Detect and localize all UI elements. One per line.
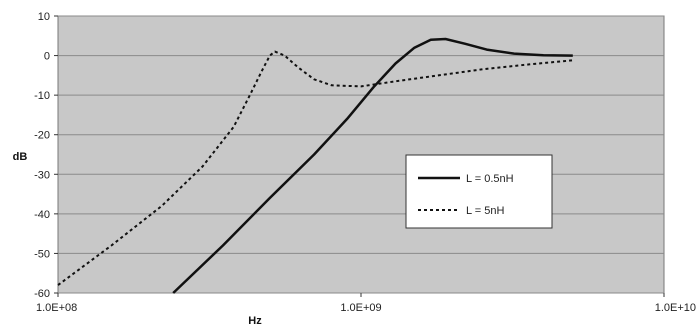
x-tick-labels: 1.0E+08 1.0E+09 1.0E+10	[36, 293, 696, 314]
y-tick-label: -10	[34, 90, 50, 102]
grid-lines	[54, 15, 664, 294]
legend-box	[405, 154, 553, 229]
series-lines	[57, 37, 573, 294]
y-tick-label: -30	[34, 169, 50, 181]
y-tick-label: -60	[34, 288, 50, 300]
y-tick-label: 0	[44, 51, 50, 63]
y-tick-label: -50	[34, 248, 50, 260]
y-tick-label: -20	[34, 130, 50, 142]
x-tick-label: 1.0E+08	[36, 302, 77, 314]
series-line-2	[57, 50, 573, 286]
x-tick-label: 1.0E+10	[655, 302, 696, 314]
y-tick-labels: 10 0 -10 -20 -30 -40 -50 -60	[34, 11, 50, 300]
x-axis-label: Hz	[248, 315, 262, 327]
y-tick-label: -40	[34, 209, 50, 221]
y-axis-label: dB	[13, 151, 28, 163]
plot-area	[57, 15, 665, 294]
legend: L = 0.5nH L = 5nH	[405, 154, 553, 229]
y-tick-label: 10	[38, 11, 50, 23]
x-tick-label: 1.0E+09	[340, 302, 381, 314]
legend-label-series-2: L = 5nH	[466, 205, 504, 217]
legend-label-series-1: L = 0.5nH	[466, 173, 514, 185]
series-line-1	[172, 37, 573, 294]
